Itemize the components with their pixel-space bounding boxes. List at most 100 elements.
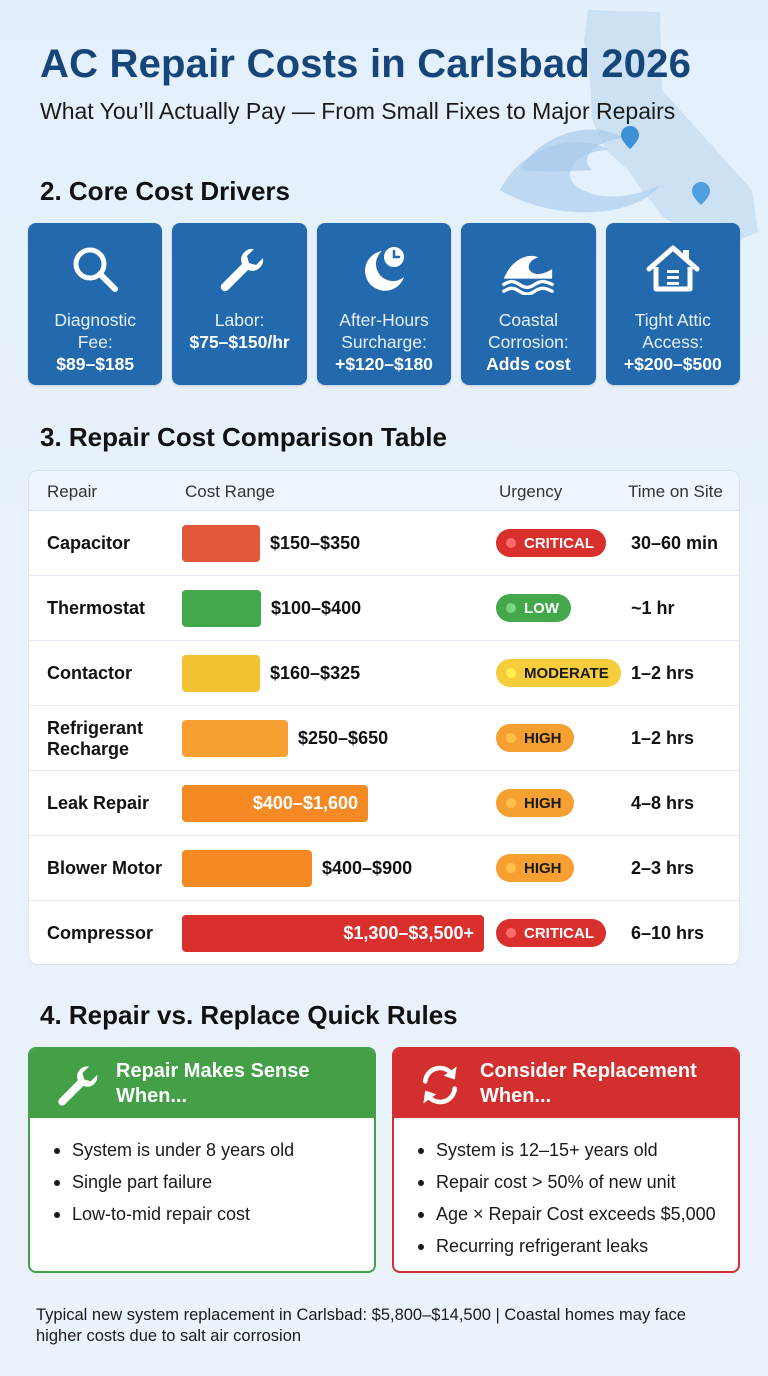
- consider-replacement-card: Consider Replacement When... System is 1…: [392, 1047, 740, 1273]
- cost-bar: [182, 785, 368, 822]
- urgency-label: CRITICAL: [524, 534, 594, 552]
- urgency-dot-icon: [506, 733, 516, 743]
- list-item: System is 12–15+ years old: [414, 1134, 738, 1166]
- driver-card-labor: Labor: $75–$150/hr: [172, 223, 307, 385]
- list-item: Low-to-mid repair cost: [50, 1198, 374, 1230]
- time-on-site: 6–10 hrs: [631, 923, 705, 943]
- cost-range-label: $250–$650: [298, 728, 389, 748]
- time-on-site: 1–2 hrs: [631, 663, 695, 683]
- driver-label: After-Hours Surcharge:: [339, 310, 429, 352]
- section-title-repair-vs-replace: 4. Repair vs. Replace Quick Rules: [40, 1000, 458, 1030]
- repair-makes-sense-card: Repair Makes Sense When... System is und…: [28, 1047, 376, 1273]
- urgency-label: HIGH: [524, 794, 562, 812]
- urgency-label: HIGH: [524, 729, 562, 747]
- driver-label: Tight Attic Access:: [634, 310, 711, 352]
- wave-icon: [500, 241, 556, 297]
- driver-value: +$200–$500: [623, 354, 722, 374]
- cost-bar: [182, 850, 312, 887]
- urgency-dot-icon: [506, 603, 516, 613]
- repair-name: Blower Motor: [47, 858, 162, 878]
- cost-range-label: $150–$350: [270, 533, 361, 553]
- repair-name: Contactor: [47, 663, 132, 683]
- magnifier-icon: [67, 241, 123, 297]
- driver-value: +$120–$180: [335, 354, 433, 374]
- urgency-badge: HIGH: [496, 724, 574, 752]
- cost-bar: [182, 915, 484, 952]
- repair-name: Compressor: [47, 923, 154, 943]
- table-body: Capacitor $150–$350 CRITICAL 30–60 min Therm…: [29, 511, 739, 964]
- replace-card-title: Consider Replacement When...: [480, 1060, 697, 1107]
- cost-range-label: $1,300–$3,500+: [343, 923, 474, 943]
- urgency-badge: HIGH: [496, 789, 574, 817]
- driver-card-coastal: Coastal Corrosion: Adds cost: [461, 223, 596, 385]
- cost-range-label: $160–$325: [270, 663, 361, 683]
- time-on-site: ~1 hr: [631, 598, 675, 618]
- driver-value: $89–$185: [56, 354, 135, 374]
- urgency-badge: LOW: [496, 594, 571, 622]
- table-row: Capacitor $150–$350 CRITICAL 30–60 min: [29, 511, 739, 576]
- table-header: Repair Cost Range Urgency Time on Site: [29, 471, 739, 511]
- repair-name: Capacitor: [47, 533, 131, 553]
- table-row: Refrigerant Recharge $250–$650 HIGH 1–2 hrs: [29, 706, 739, 771]
- repair-rule-list: System is under 8 years old Single part f…: [30, 1118, 374, 1230]
- list-item: Single part failure: [50, 1166, 374, 1198]
- cost-bar: [182, 590, 261, 627]
- cost-bar: [182, 720, 288, 757]
- time-on-site: 2–3 hrs: [631, 858, 695, 878]
- urgency-dot-icon: [506, 798, 516, 808]
- driver-value: $75–$150/hr: [189, 332, 290, 352]
- footer-note: Typical new system replacement in Carlsb…: [36, 1306, 686, 1345]
- urgency-badge: CRITICAL: [496, 529, 606, 557]
- time-on-site: 1–2 hrs: [631, 728, 695, 748]
- wrench-icon: [212, 241, 268, 297]
- urgency-dot-icon: [506, 668, 516, 678]
- table-row: Blower Motor $400–$900 HIGH 2–3 hrs: [29, 836, 739, 901]
- time-on-site: 4–8 hrs: [631, 793, 695, 813]
- cost-range-label: $400–$1,600: [252, 793, 358, 813]
- house-icon: [645, 241, 701, 297]
- urgency-label: MODERATE: [524, 664, 609, 682]
- map-pin-icon: [692, 182, 710, 205]
- cost-bar: [182, 525, 260, 562]
- map-pin-icon: [621, 126, 639, 149]
- cost-drivers-row: Diagnostic Fee: $89–$185 Labor: $75–$150…: [28, 223, 741, 385]
- urgency-dot-icon: [506, 863, 516, 873]
- refresh-icon: [422, 1065, 458, 1105]
- urgency-label: LOW: [524, 599, 559, 617]
- driver-card-after-hours: After-Hours Surcharge: +$120–$180: [316, 223, 452, 385]
- replace-rule-list: System is 12–15+ years old Repair cost > …: [394, 1118, 738, 1262]
- urgency-badge: HIGH: [496, 854, 574, 882]
- replace-card-header: Consider Replacement When...: [394, 1049, 738, 1118]
- urgency-label: HIGH: [524, 859, 562, 877]
- repair-cost-table: Repair Cost Range Urgency Time on Site C…: [28, 470, 740, 965]
- page-subtitle: What You’ll Actually Pay — From Small Fi…: [40, 98, 676, 124]
- page-title: AC Repair Costs in Carlsbad 2026: [40, 42, 692, 86]
- driver-card-attic: Tight Attic Access: +$200–$500: [605, 223, 741, 385]
- repair-name: Leak Repair: [47, 793, 150, 813]
- cost-range-label: $400–$900: [322, 858, 413, 878]
- header-repair: Repair: [47, 482, 98, 501]
- wrench-icon: [58, 1066, 98, 1106]
- header-urgency: Urgency: [499, 482, 563, 501]
- list-item: Age × Repair Cost exceeds $5,000: [414, 1198, 738, 1230]
- repair-card-title: Repair Makes Sense When...: [116, 1060, 310, 1107]
- urgency-dot-icon: [506, 538, 516, 548]
- time-on-site: 30–60 min: [631, 533, 719, 553]
- section-title-cost-table: 3. Repair Cost Comparison Table: [40, 422, 447, 452]
- repair-name: Thermostat: [47, 598, 146, 618]
- section-title-cost-drivers: 2. Core Cost Drivers: [40, 176, 290, 206]
- header-time-on-site: Time on Site: [628, 482, 723, 501]
- header-cost-range: Cost Range: [185, 482, 275, 501]
- moon-clock-icon: [356, 241, 412, 297]
- driver-label: Labor:: [214, 310, 265, 330]
- urgency-badge: CRITICAL: [496, 919, 606, 947]
- list-item: Recurring refrigerant leaks: [414, 1230, 738, 1262]
- list-item: Repair cost > 50% of new unit: [414, 1166, 738, 1198]
- driver-label: Diagnostic Fee:: [54, 310, 137, 352]
- california-map-decoration: [500, 10, 758, 250]
- driver-label: Coastal Corrosion:: [488, 310, 569, 352]
- urgency-badge: MODERATE: [496, 659, 621, 687]
- urgency-label: CRITICAL: [524, 924, 594, 942]
- table-row: Thermostat $100–$400 LOW ~1 hr: [29, 576, 739, 641]
- repair-card-header: Repair Makes Sense When...: [30, 1049, 374, 1118]
